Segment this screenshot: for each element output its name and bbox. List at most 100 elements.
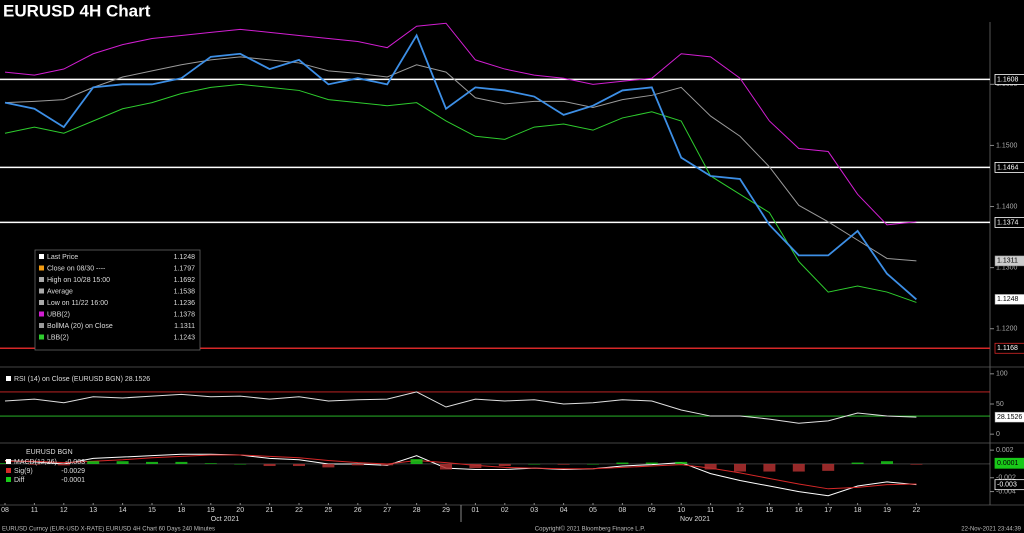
x-tick-label: 21: [266, 507, 274, 514]
diff-bar: [881, 461, 893, 464]
x-tick-label: 15: [766, 507, 774, 514]
series-line: [4, 22, 917, 226]
x-tick-label: 08: [619, 507, 627, 514]
x-tick-label: 25: [325, 507, 333, 514]
y-tick-label: -0.004: [996, 488, 1016, 495]
series-line: [4, 33, 917, 301]
diff-bar: [293, 463, 305, 467]
footer-right: 22-Nov-2021 23:44:39: [961, 527, 1021, 533]
legend-swatch: [39, 265, 44, 271]
chart-title: EURUSD 4H Chart: [3, 1, 151, 20]
level-tag-box: [994, 74, 1024, 85]
diff-bar: [204, 463, 217, 464]
y-tick-label: 1.1200: [996, 326, 1018, 333]
footer-left: EURUSD Curncy (EUR-USD X-RATE) EURUSD 4H…: [2, 527, 215, 533]
diff-bar: [498, 463, 511, 467]
month-label: Nov 2021: [680, 516, 710, 523]
y-tick-label: 0: [996, 431, 1000, 438]
level-tag-box: [994, 342, 1024, 354]
legend-value: 1.1236: [174, 300, 196, 307]
y-tick-label: -0.002: [996, 475, 1016, 482]
series-line: [5, 454, 917, 490]
legend-value: 1.1248: [174, 254, 196, 261]
level-tag: 1.1374: [997, 219, 1019, 226]
diff-bar: [381, 463, 394, 466]
x-tick-label: 27: [383, 507, 391, 514]
diff-bar: [587, 463, 599, 465]
diff-bar: [616, 462, 629, 464]
legend-label: Close on 08/30 ----: [47, 265, 106, 272]
series-line: [4, 56, 917, 262]
level-tag-box: [994, 217, 1024, 228]
x-tick-label: 09: [648, 507, 656, 514]
panel-title: RSI (14) on Close (EURUSD BGN) 28.1526: [14, 376, 150, 383]
diff-bar: [0, 463, 11, 464]
diff-bar: [28, 463, 41, 465]
series-line: [4, 391, 917, 424]
x-tick-label: 05: [589, 507, 597, 514]
legend-swatch: [39, 254, 44, 259]
x-tick-label: 11: [707, 507, 714, 514]
x-tick-label: 11: [31, 507, 38, 514]
x-tick-label: 19: [883, 507, 891, 514]
legend-label: Average: [47, 288, 73, 295]
legend-label: Last Price: [47, 254, 78, 261]
diff-bar: [175, 461, 188, 464]
value-tag: 0.0001: [997, 460, 1019, 467]
last-value-tag-box: [994, 294, 1024, 305]
diff-bar: [57, 463, 70, 466]
value-tag-box: [994, 479, 1024, 491]
last-value-tag-box: [994, 255, 1024, 267]
diff-bar: [851, 462, 864, 464]
legend-value: 1.1538: [174, 288, 196, 295]
y-tick-label: 50: [996, 401, 1004, 408]
last-value-tag: 1.1248: [997, 296, 1019, 303]
diff-bar: [116, 461, 129, 464]
legend-value: 1.1797: [174, 265, 196, 272]
legend-swatch: [6, 376, 11, 381]
legend-swatch: [6, 468, 11, 473]
legend-label: UBB(2): [47, 311, 70, 318]
x-tick-label: 04: [560, 507, 568, 514]
x-tick-label: 19: [207, 507, 215, 514]
x-tick-label: 18: [854, 507, 862, 514]
diff-bar: [910, 463, 923, 465]
diff-bar: [87, 461, 100, 464]
legend-swatch: [39, 323, 44, 328]
x-tick-label: 12: [60, 507, 68, 514]
value-tag: -0.003: [997, 482, 1017, 489]
legend-swatch: [39, 334, 44, 340]
legend-value: 1.1243: [174, 334, 196, 341]
panel-title: EURUSD BGN: [26, 449, 73, 456]
x-tick-label: 14: [119, 507, 127, 514]
legend-swatch: [6, 459, 11, 464]
x-tick-label: 12: [736, 507, 744, 514]
legend-value: -0.003: [65, 459, 85, 466]
x-tick-label: 16: [795, 507, 803, 514]
diff-bar: [146, 461, 158, 464]
diff-bar: [675, 461, 688, 464]
legend-label: Sig(9): [14, 468, 33, 475]
x-tick-label: 01: [472, 507, 480, 514]
x-tick-label: 10: [677, 507, 685, 514]
diff-bar: [263, 463, 276, 467]
x-tick-label: 13: [89, 507, 97, 514]
level-tag-box: [994, 162, 1024, 173]
value-tag-box: [994, 457, 1024, 469]
legend-value: 1.1378: [174, 311, 196, 318]
y-tick-label: 1.1400: [996, 203, 1018, 210]
y-tick-label: 100: [996, 371, 1008, 378]
x-tick-label: 17: [824, 507, 832, 514]
legend-value: -0.0001: [61, 477, 85, 484]
diff-bar: [234, 463, 247, 465]
y-tick-label: 0.002: [996, 447, 1014, 454]
diff-bar: [557, 463, 570, 465]
level-tag: 1.1608: [997, 76, 1019, 83]
legend-label: Diff: [14, 477, 24, 484]
level-tag: 1.1464: [997, 164, 1019, 171]
last-value-tag: 1.1311: [997, 258, 1018, 265]
legend-swatch: [39, 300, 44, 305]
last-value-tag-box: [994, 411, 1024, 423]
